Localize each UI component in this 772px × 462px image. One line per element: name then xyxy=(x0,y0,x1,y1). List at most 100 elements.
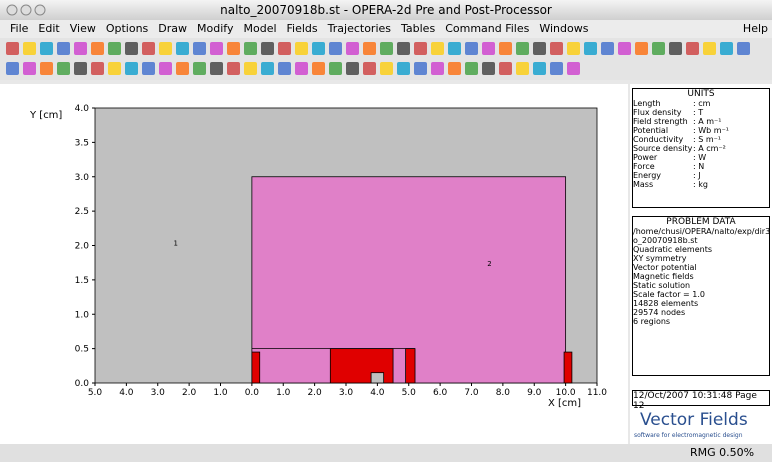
menu-item[interactable]: Modify xyxy=(197,22,234,35)
tool-button[interactable] xyxy=(193,62,206,75)
tool-button[interactable] xyxy=(720,42,733,55)
tool-button[interactable] xyxy=(295,42,308,55)
menu-item[interactable]: Command Files xyxy=(445,22,530,35)
menu-item[interactable]: View xyxy=(69,22,96,35)
tool-button[interactable] xyxy=(176,62,189,75)
tool-button[interactable] xyxy=(550,62,563,75)
tool-button[interactable] xyxy=(227,62,240,75)
tool-button[interactable] xyxy=(380,42,393,55)
tool-button[interactable] xyxy=(431,62,444,75)
menu-item[interactable]: Windows xyxy=(539,22,589,35)
tool-button[interactable] xyxy=(312,42,325,55)
tool-button[interactable] xyxy=(414,42,427,55)
tool-button[interactable] xyxy=(482,62,495,75)
tool-button[interactable] xyxy=(125,62,138,75)
tool-button[interactable] xyxy=(550,42,563,55)
problem-data-box: PROBLEM DATA/home/chusi/OPERA/nalto/exp/… xyxy=(632,216,770,376)
tool-button[interactable] xyxy=(108,62,121,75)
tool-button[interactable] xyxy=(465,62,478,75)
x-tick-label: 0.0 xyxy=(245,388,260,398)
tool-button[interactable] xyxy=(74,42,87,55)
tool-button[interactable] xyxy=(329,42,342,55)
tool-button[interactable] xyxy=(346,42,359,55)
tool-button[interactable] xyxy=(669,42,682,55)
tool-button[interactable] xyxy=(431,42,444,55)
menu-item[interactable]: Options xyxy=(105,22,149,35)
tool-button[interactable] xyxy=(414,62,427,75)
tool-button[interactable] xyxy=(6,42,19,55)
tool-button[interactable] xyxy=(278,42,291,55)
tool-button[interactable] xyxy=(125,42,138,55)
tool-button[interactable] xyxy=(652,42,665,55)
tool-button[interactable] xyxy=(448,42,461,55)
tool-button[interactable] xyxy=(329,62,342,75)
status-text: RMG 0.50% xyxy=(690,446,755,459)
tool-button[interactable] xyxy=(363,42,376,55)
unit-value: : cm xyxy=(693,99,711,108)
problem-data-title: PROBLEM DATA xyxy=(666,217,736,227)
tool-button[interactable] xyxy=(703,42,716,55)
tool-button[interactable] xyxy=(261,62,274,75)
menu-item[interactable]: Fields xyxy=(286,22,318,35)
tool-button[interactable] xyxy=(74,62,87,75)
tool-button[interactable] xyxy=(159,62,172,75)
tool-button[interactable] xyxy=(533,42,546,55)
tool-button[interactable] xyxy=(142,42,155,55)
tool-button[interactable] xyxy=(244,42,257,55)
tool-button[interactable] xyxy=(516,62,529,75)
tool-button[interactable] xyxy=(23,62,36,75)
tool-button[interactable] xyxy=(261,42,274,55)
tool-button[interactable] xyxy=(482,42,495,55)
tool-button[interactable] xyxy=(346,62,359,75)
menu-item[interactable]: Model xyxy=(243,22,277,35)
tool-button[interactable] xyxy=(210,42,223,55)
tool-button[interactable] xyxy=(176,42,189,55)
tool-button[interactable] xyxy=(635,42,648,55)
tool-button[interactable] xyxy=(40,62,53,75)
tool-button[interactable] xyxy=(363,62,376,75)
tool-button[interactable] xyxy=(737,42,750,55)
tool-button[interactable] xyxy=(499,42,512,55)
tool-button[interactable] xyxy=(142,62,155,75)
tool-button[interactable] xyxy=(159,42,172,55)
tool-button[interactable] xyxy=(312,62,325,75)
menu-item[interactable]: Help xyxy=(742,22,768,35)
menu-item[interactable]: Edit xyxy=(38,22,60,35)
tool-button[interactable] xyxy=(584,42,597,55)
tool-button[interactable] xyxy=(193,42,206,55)
tool-button[interactable] xyxy=(227,42,240,55)
menu-item[interactable]: Draw xyxy=(158,22,188,35)
menu-item[interactable]: Trajectories xyxy=(327,22,391,35)
tool-button[interactable] xyxy=(23,42,36,55)
tool-button[interactable] xyxy=(618,42,631,55)
tool-button[interactable] xyxy=(295,62,308,75)
tool-button[interactable] xyxy=(40,42,53,55)
tool-button[interactable] xyxy=(567,62,580,75)
tool-button[interactable] xyxy=(380,62,393,75)
tool-button[interactable] xyxy=(278,62,291,75)
tool-button[interactable] xyxy=(499,62,512,75)
tool-button[interactable] xyxy=(397,62,410,75)
tool-button[interactable] xyxy=(516,42,529,55)
menu-item[interactable]: Tables xyxy=(401,22,436,35)
tool-button[interactable] xyxy=(397,42,410,55)
tool-button[interactable] xyxy=(686,42,699,55)
tool-button[interactable] xyxy=(465,42,478,55)
tool-button[interactable] xyxy=(567,42,580,55)
tool-button[interactable] xyxy=(448,62,461,75)
tool-button[interactable] xyxy=(6,62,19,75)
tool-button[interactable] xyxy=(91,62,104,75)
tool-button[interactable] xyxy=(57,42,70,55)
menu-item[interactable]: File xyxy=(10,22,29,35)
window-buttons[interactable] xyxy=(4,0,54,20)
date-box: 12/Oct/2007 10:31:48 Page 12 xyxy=(632,390,770,411)
tool-button[interactable] xyxy=(91,42,104,55)
tool-button[interactable] xyxy=(244,62,257,75)
tool-button[interactable] xyxy=(57,62,70,75)
tool-button[interactable] xyxy=(108,42,121,55)
tool-button[interactable] xyxy=(601,42,614,55)
tool-button[interactable] xyxy=(210,62,223,75)
problem-line: Quadratic elements xyxy=(633,245,712,254)
tool-button[interactable] xyxy=(533,62,546,75)
